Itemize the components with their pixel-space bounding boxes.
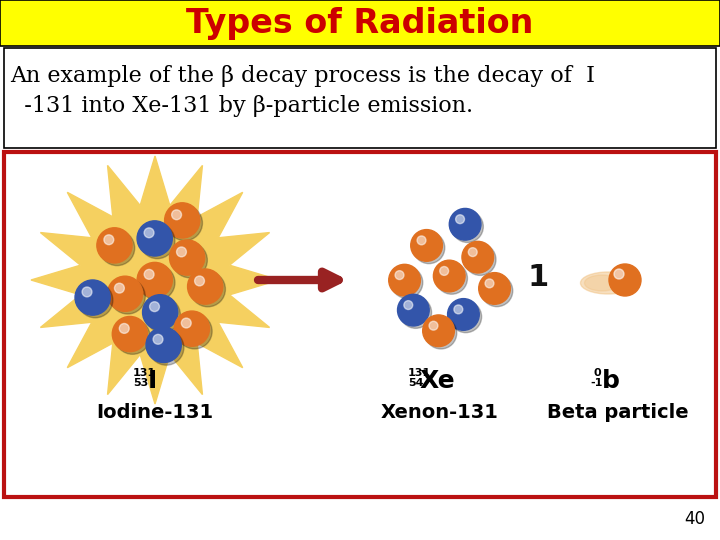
Circle shape	[389, 265, 420, 296]
Circle shape	[137, 221, 172, 256]
Circle shape	[145, 298, 181, 333]
Bar	[4, 152, 716, 497]
Circle shape	[143, 295, 178, 330]
Circle shape	[165, 203, 200, 238]
Polygon shape	[31, 156, 279, 404]
Circle shape	[169, 240, 204, 275]
Circle shape	[440, 267, 449, 275]
Circle shape	[449, 208, 481, 240]
Circle shape	[479, 273, 510, 305]
Circle shape	[176, 247, 186, 257]
Circle shape	[104, 235, 114, 245]
Circle shape	[140, 224, 175, 259]
Circle shape	[395, 271, 404, 280]
Bar	[0, 0, 720, 46]
Circle shape	[454, 305, 463, 314]
Circle shape	[115, 319, 150, 354]
Circle shape	[400, 296, 431, 328]
Circle shape	[188, 269, 222, 304]
Circle shape	[413, 232, 445, 264]
Circle shape	[485, 279, 494, 288]
Circle shape	[144, 228, 154, 238]
Circle shape	[468, 248, 477, 256]
Text: Beta particle: Beta particle	[547, 402, 689, 422]
Circle shape	[448, 299, 480, 330]
Text: 1: 1	[527, 264, 549, 293]
Circle shape	[171, 210, 181, 220]
Circle shape	[167, 205, 202, 241]
Circle shape	[110, 279, 145, 314]
Text: An example of the β decay process is the decay of  I: An example of the β decay process is the…	[10, 65, 595, 87]
Circle shape	[481, 275, 513, 307]
Text: Xe: Xe	[420, 369, 456, 393]
Text: -1: -1	[590, 378, 603, 388]
Circle shape	[417, 236, 426, 245]
Circle shape	[120, 323, 129, 333]
Circle shape	[614, 269, 624, 279]
Text: Iodine-131: Iodine-131	[96, 402, 214, 422]
Circle shape	[404, 301, 413, 309]
Circle shape	[149, 330, 184, 365]
Circle shape	[82, 287, 92, 297]
Circle shape	[194, 276, 204, 286]
Circle shape	[464, 244, 496, 275]
Text: 131: 131	[133, 368, 156, 378]
Circle shape	[456, 215, 464, 224]
Circle shape	[181, 318, 192, 328]
Circle shape	[107, 276, 143, 312]
Circle shape	[150, 302, 159, 312]
Circle shape	[450, 301, 482, 333]
Circle shape	[177, 314, 212, 349]
Circle shape	[451, 211, 483, 242]
Circle shape	[425, 318, 456, 349]
Circle shape	[423, 315, 454, 347]
Circle shape	[75, 280, 110, 315]
Text: 0: 0	[593, 368, 600, 378]
Circle shape	[112, 316, 148, 352]
Circle shape	[429, 321, 438, 330]
Circle shape	[391, 267, 423, 299]
FancyArrowPatch shape	[258, 272, 338, 288]
Text: 53: 53	[133, 378, 148, 388]
Circle shape	[144, 269, 154, 279]
Circle shape	[172, 242, 207, 278]
Circle shape	[153, 334, 163, 344]
Text: Xenon-131: Xenon-131	[381, 402, 499, 422]
Circle shape	[436, 262, 467, 294]
Text: 131: 131	[408, 368, 431, 378]
Text: -131 into Xe-131 by β-particle emission.: -131 into Xe-131 by β-particle emission.	[10, 95, 473, 117]
Circle shape	[410, 230, 442, 261]
Circle shape	[137, 262, 172, 298]
Circle shape	[174, 311, 210, 346]
Ellipse shape	[585, 275, 619, 291]
Text: Types of Radiation: Types of Radiation	[186, 6, 534, 39]
Circle shape	[462, 241, 494, 273]
Circle shape	[609, 264, 641, 296]
Circle shape	[99, 231, 135, 266]
Ellipse shape	[580, 272, 636, 294]
Text: 54: 54	[408, 378, 423, 388]
Circle shape	[97, 228, 132, 263]
Circle shape	[78, 282, 113, 318]
Text: I: I	[148, 369, 157, 393]
Circle shape	[140, 265, 175, 300]
Circle shape	[433, 260, 465, 292]
Circle shape	[114, 283, 125, 293]
Bar	[4, 48, 716, 148]
Circle shape	[190, 272, 225, 307]
Text: 40: 40	[684, 510, 705, 528]
Circle shape	[146, 327, 181, 362]
Text: b: b	[602, 369, 620, 393]
Circle shape	[397, 294, 429, 326]
